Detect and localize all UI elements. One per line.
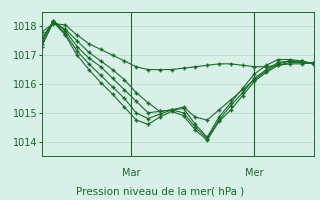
Text: Mar: Mar xyxy=(122,168,140,178)
Text: Pression niveau de la mer( hPa ): Pression niveau de la mer( hPa ) xyxy=(76,186,244,196)
Text: Mer: Mer xyxy=(244,168,263,178)
